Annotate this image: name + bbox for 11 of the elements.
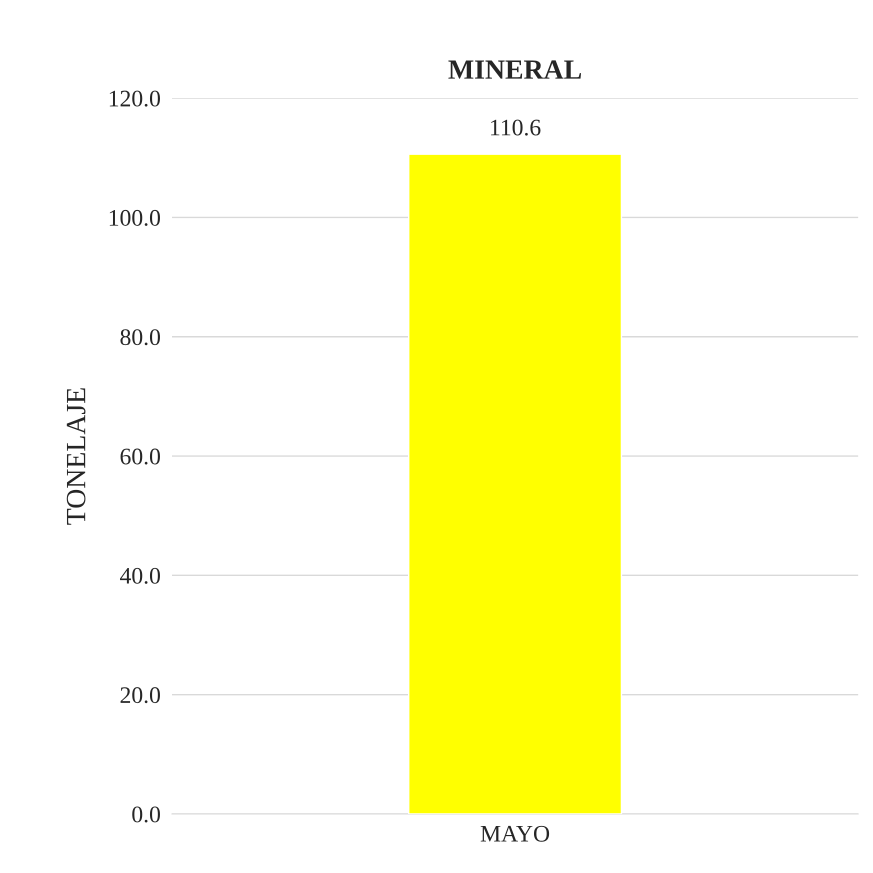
y-tick-label: 40.0 xyxy=(120,568,160,584)
y-tick-label: 100.0 xyxy=(110,210,160,226)
y-tick-label: 60.0 xyxy=(120,448,160,465)
y-tick-label: 0.0 xyxy=(132,806,160,823)
y-tick-label: 20.0 xyxy=(120,687,160,704)
chart-title: MINERAL xyxy=(448,60,582,79)
y-axis-title: TONELAJE xyxy=(66,388,86,525)
y-tick-label: 120.0 xyxy=(110,90,160,107)
data-label: 110.6 xyxy=(491,120,540,136)
y-tick-label: 80.0 xyxy=(120,329,160,346)
x-tick-label: MAYO xyxy=(480,826,550,842)
